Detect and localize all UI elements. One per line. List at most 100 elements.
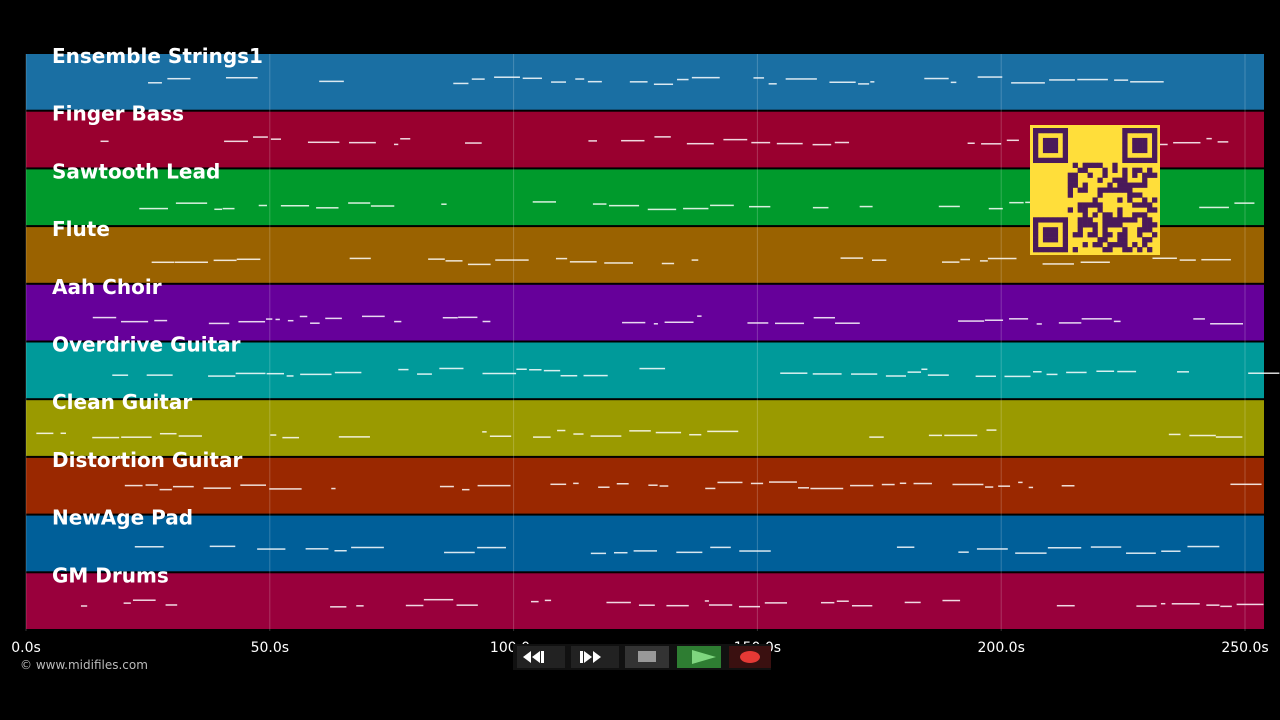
qr-cell — [1117, 177, 1123, 183]
note — [710, 546, 731, 549]
qr-cell — [1082, 212, 1088, 218]
qr-cell — [1132, 128, 1138, 134]
qr-cell — [1082, 207, 1088, 213]
note — [638, 604, 655, 606]
qr-cell — [1152, 132, 1158, 139]
qr-cell — [1122, 182, 1128, 188]
note — [265, 318, 273, 320]
note — [621, 139, 645, 142]
track-name: Sawtooth Lead — [52, 159, 220, 183]
note — [167, 77, 191, 80]
note — [362, 315, 385, 318]
note — [1090, 546, 1122, 548]
qr-cell — [1062, 142, 1069, 149]
qr-cell — [1117, 212, 1123, 218]
note — [1161, 550, 1181, 552]
note — [648, 484, 658, 486]
note — [80, 605, 88, 607]
note — [691, 76, 720, 79]
note — [723, 138, 748, 141]
qr-cell — [1122, 232, 1128, 238]
note — [738, 605, 760, 608]
note — [812, 143, 832, 146]
note — [258, 204, 267, 207]
qr-cell — [1097, 162, 1103, 168]
note — [550, 483, 567, 486]
qr-cell — [1092, 202, 1098, 208]
qr-cell — [1052, 247, 1059, 253]
record-button[interactable] — [729, 646, 771, 668]
qr-cell — [1127, 187, 1133, 193]
qr-cell — [1087, 162, 1093, 168]
note — [299, 315, 308, 318]
qr-cell — [1087, 172, 1093, 178]
qr-cell — [1132, 167, 1138, 173]
note — [482, 431, 487, 433]
qr-cell — [1062, 157, 1069, 164]
note — [544, 599, 552, 602]
note — [319, 80, 344, 83]
qr-cell — [1042, 247, 1049, 253]
note — [132, 599, 156, 601]
qr-cell — [1033, 142, 1039, 149]
note — [606, 601, 631, 604]
rewind-button[interactable] — [517, 646, 565, 668]
note — [616, 483, 629, 485]
note — [1080, 261, 1110, 263]
play-button[interactable] — [677, 646, 721, 668]
note — [154, 319, 168, 322]
qr-cell — [1102, 167, 1108, 173]
qr-cell — [1147, 157, 1153, 164]
qr-cell — [1117, 207, 1123, 213]
qr-cell — [1142, 147, 1148, 154]
qr-cell — [1127, 192, 1133, 198]
note — [924, 77, 949, 80]
qr-cell — [1047, 232, 1054, 238]
note — [704, 600, 709, 602]
note — [1066, 371, 1087, 374]
qr-cell — [1052, 237, 1059, 243]
note — [209, 545, 236, 548]
note — [522, 77, 542, 80]
qr-cell — [1067, 187, 1073, 193]
qr-cell — [1072, 172, 1078, 178]
note — [629, 430, 651, 432]
qr-cell — [1122, 217, 1128, 223]
track-name: Aah Choir — [52, 275, 162, 299]
qr-cell — [1102, 212, 1108, 218]
note — [1081, 318, 1112, 320]
qr-cell — [1102, 217, 1108, 223]
note — [1230, 483, 1262, 486]
qr-cell — [1117, 187, 1123, 193]
qr-cell — [1132, 137, 1138, 144]
note — [1028, 486, 1034, 489]
qr-cell — [1122, 132, 1128, 139]
forward-button[interactable] — [571, 646, 619, 668]
qr-cell — [1137, 202, 1143, 208]
stop-button[interactable] — [625, 646, 669, 668]
qr-cell — [1112, 222, 1118, 228]
qr-cell — [1122, 128, 1128, 134]
qr-cell — [1127, 247, 1133, 253]
note — [1096, 370, 1115, 373]
note — [583, 374, 608, 377]
time-tick-label: 50.0s — [251, 640, 289, 656]
qr-cell — [1122, 187, 1128, 193]
note — [676, 551, 703, 554]
qr-cell — [1072, 182, 1078, 188]
note — [235, 372, 266, 375]
qr-cell — [1122, 247, 1128, 253]
qr-cell — [1097, 177, 1103, 183]
note — [175, 202, 208, 204]
note — [666, 604, 689, 607]
note — [851, 605, 873, 607]
qr-cell — [1112, 177, 1118, 183]
track-lane — [26, 573, 1264, 629]
qr-cell — [1042, 157, 1049, 164]
note — [100, 140, 109, 143]
note — [604, 262, 633, 264]
note — [1114, 79, 1129, 81]
note — [351, 546, 384, 549]
qr-cell — [1117, 197, 1123, 203]
qr-cell — [1062, 247, 1069, 253]
